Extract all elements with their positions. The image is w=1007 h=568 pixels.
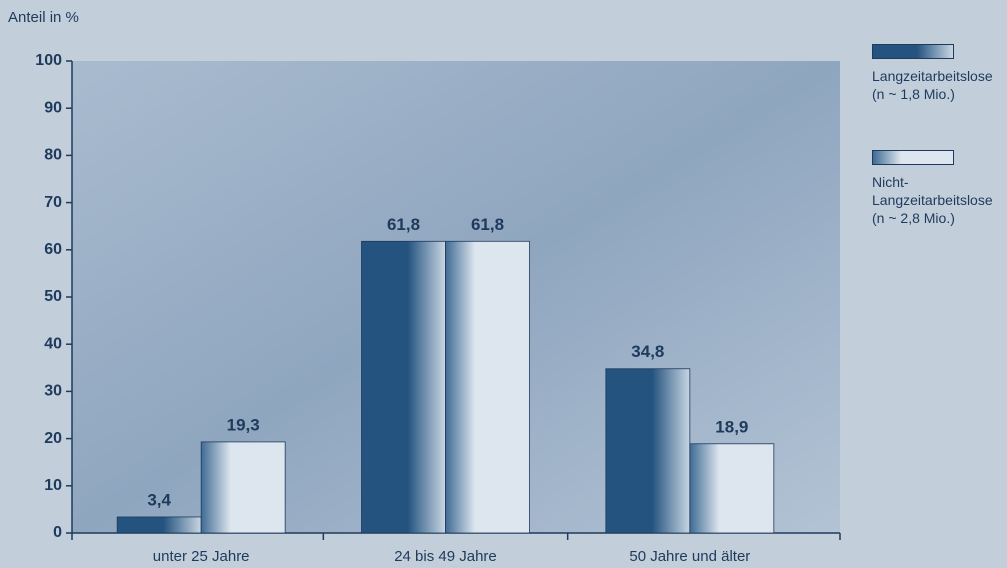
y-tick-label: 80 bbox=[44, 147, 62, 164]
y-tick-label: 20 bbox=[44, 430, 62, 447]
value-label: 18,9 bbox=[715, 417, 748, 436]
legend-label: Nicht-Langzeitarbeitslose (n ~ 2,8 Mio.) bbox=[872, 174, 993, 226]
bar bbox=[689, 443, 775, 534]
y-tick-label: 10 bbox=[44, 477, 62, 494]
value-label: 61,8 bbox=[471, 215, 504, 234]
value-label: 34,8 bbox=[631, 342, 664, 361]
y-tick-label: 40 bbox=[44, 335, 62, 352]
legend-label: Langzeitarbeitslose (n ~ 1,8 Mio.) bbox=[872, 68, 993, 102]
bar bbox=[605, 368, 691, 534]
y-tick-label: 70 bbox=[44, 194, 62, 211]
legend-swatch bbox=[872, 44, 954, 59]
bar bbox=[361, 240, 446, 534]
y-tick-label: 60 bbox=[44, 241, 62, 258]
bar bbox=[116, 516, 202, 534]
legend-item: Langzeitarbeitslose (n ~ 1,8 Mio.) bbox=[872, 44, 1002, 103]
legend-item: Nicht-Langzeitarbeitslose (n ~ 2,8 Mio.) bbox=[872, 150, 1002, 227]
value-label: 61,8 bbox=[387, 215, 420, 234]
bar bbox=[445, 240, 530, 534]
axis-label: Anteil in % bbox=[8, 9, 79, 26]
y-tick-label: 90 bbox=[44, 99, 62, 116]
bar bbox=[200, 441, 286, 534]
y-tick-label: 50 bbox=[44, 288, 62, 305]
y-tick-label: 30 bbox=[44, 383, 62, 400]
value-label: 3,4 bbox=[147, 490, 171, 509]
x-tick-label: 50 Jahre und älter bbox=[629, 548, 750, 565]
y-tick-label: 100 bbox=[35, 52, 62, 69]
legend-swatch bbox=[872, 150, 954, 165]
y-tick-label: 0 bbox=[53, 524, 62, 541]
x-tick-label: unter 25 Jahre bbox=[153, 548, 250, 565]
x-tick-label: 24 bis 49 Jahre bbox=[394, 548, 497, 565]
value-label: 19,3 bbox=[227, 415, 260, 434]
